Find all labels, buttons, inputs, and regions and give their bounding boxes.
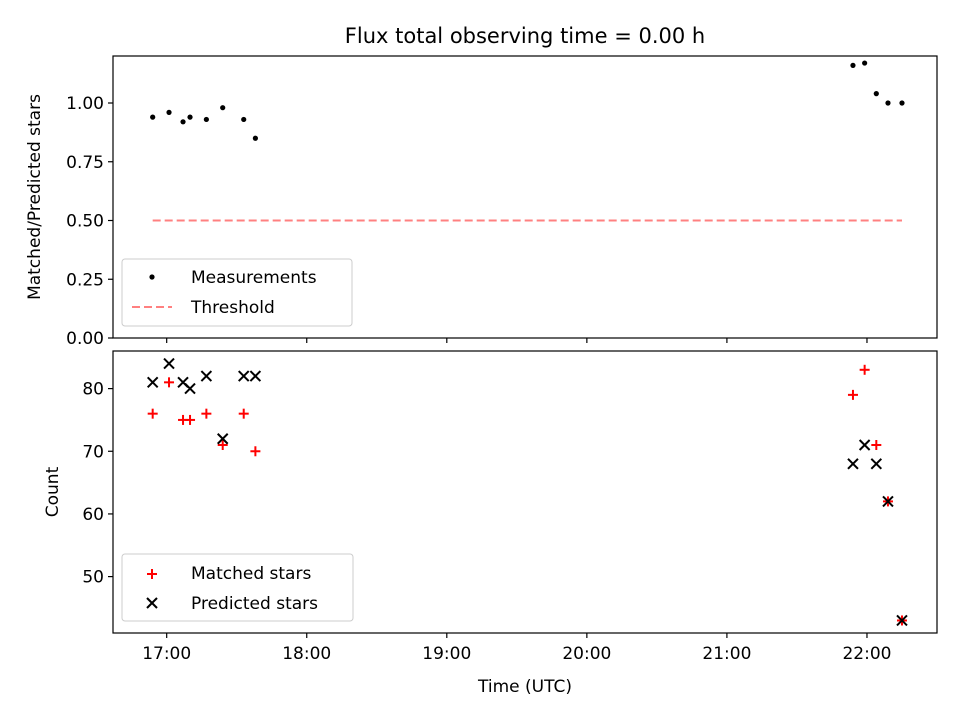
measurements-point: [899, 100, 905, 106]
matched-stars-point: [250, 446, 261, 457]
chart-title: Flux total observing time = 0.00 h: [345, 24, 705, 48]
bottom-y-tick-label: 70: [82, 442, 104, 462]
legend-measurements-label: Measurements: [191, 268, 317, 288]
legend-matched-label: Matched stars: [191, 564, 311, 584]
matched-stars-point: [147, 408, 158, 419]
x-tick-label: 21:00: [702, 644, 751, 664]
top-y-ticks: 0.00 0.25 0.50 0.75 1.00: [66, 94, 113, 349]
measurements-point: [252, 135, 258, 141]
legend-predicted-marker: [146, 597, 158, 609]
x-axis-label: Time (UTC): [477, 677, 572, 697]
top-y-tick-label: 1.00: [66, 94, 104, 114]
bottom-plot-area: [112, 350, 938, 634]
bottom-x-ticks: 17:00 18:00 19:00 20:00 21:00 22:00: [142, 633, 891, 664]
top-y-tick-label: 0.25: [66, 270, 104, 290]
predicted-stars-point: [184, 382, 196, 395]
matched-stars-point: [217, 440, 228, 450]
legend-threshold-label: Threshold: [190, 298, 275, 318]
x-tick-label: 22:00: [842, 644, 891, 664]
matched-stars-point: [871, 440, 882, 450]
top-y-tick-label: 0.75: [66, 153, 104, 173]
bottom-y-ticks: 50 60 70 80: [82, 380, 113, 588]
top-y-tick-label: 0.50: [66, 212, 104, 232]
top-marks: [150, 60, 905, 222]
bottom-y-axis-label: Count: [43, 466, 63, 517]
predicted-stars-point: [163, 357, 175, 370]
predicted-stars-point: [238, 370, 250, 382]
matched-stars-point: [859, 364, 870, 375]
predicted-stars-point: [217, 433, 229, 445]
measurements-point: [166, 109, 172, 115]
x-tick-label: 19:00: [422, 644, 471, 664]
measurements-point: [187, 114, 193, 120]
predicted-stars-point: [146, 376, 159, 389]
bottom-y-tick-label: 80: [82, 380, 104, 400]
bottom-marks: [146, 357, 908, 627]
matched-stars-point: [847, 389, 858, 400]
top-plot-area: [112, 55, 938, 339]
matched-stars-point: [201, 408, 212, 419]
bottom-y-tick-label: 50: [82, 568, 104, 588]
predicted-stars-point: [858, 439, 871, 451]
predicted-stars-point: [200, 370, 213, 382]
matched-stars-point: [185, 414, 196, 425]
measurements-point: [220, 105, 226, 111]
bottom-y-tick-label: 60: [82, 505, 104, 525]
top-legend: Measurements Threshold: [121, 258, 353, 327]
predicted-stars-point: [847, 458, 859, 470]
predicted-stars-point: [896, 614, 908, 627]
measurements-point: [241, 116, 247, 123]
x-tick-label: 18:00: [282, 644, 331, 664]
matched-stars-point: [164, 377, 175, 388]
measurements-point: [850, 62, 856, 68]
legend-predicted-label: Predicted stars: [191, 594, 318, 614]
top-y-tick-label: 0.00: [66, 329, 104, 349]
top-x-ticks: [166, 338, 868, 343]
predicted-stars-point: [249, 370, 262, 382]
measurements-point: [885, 100, 891, 106]
bottom-legend: Matched stars Predicted stars: [121, 553, 354, 622]
measurements-point: [203, 116, 209, 123]
legend-measurements-marker: [149, 274, 155, 280]
legend-matched-marker: [147, 569, 157, 579]
matched-stars-point: [238, 408, 249, 419]
measurements-point: [180, 119, 186, 125]
top-panel: 0.00 0.25 0.50 0.75 1.00 Matched/Predicted s…: [25, 55, 938, 349]
x-tick-label: 17:00: [142, 644, 191, 664]
x-tick-label: 20:00: [562, 644, 611, 664]
measurements-point: [150, 114, 156, 120]
bottom-legend-box: [121, 553, 354, 622]
predicted-stars-point: [870, 458, 883, 470]
measurements-point: [873, 91, 879, 97]
top-legend-box: [121, 258, 353, 327]
predicted-stars-point: [882, 495, 894, 508]
top-y-axis-label: Matched/Predicted stars: [25, 94, 45, 300]
measurements-point: [862, 60, 868, 66]
